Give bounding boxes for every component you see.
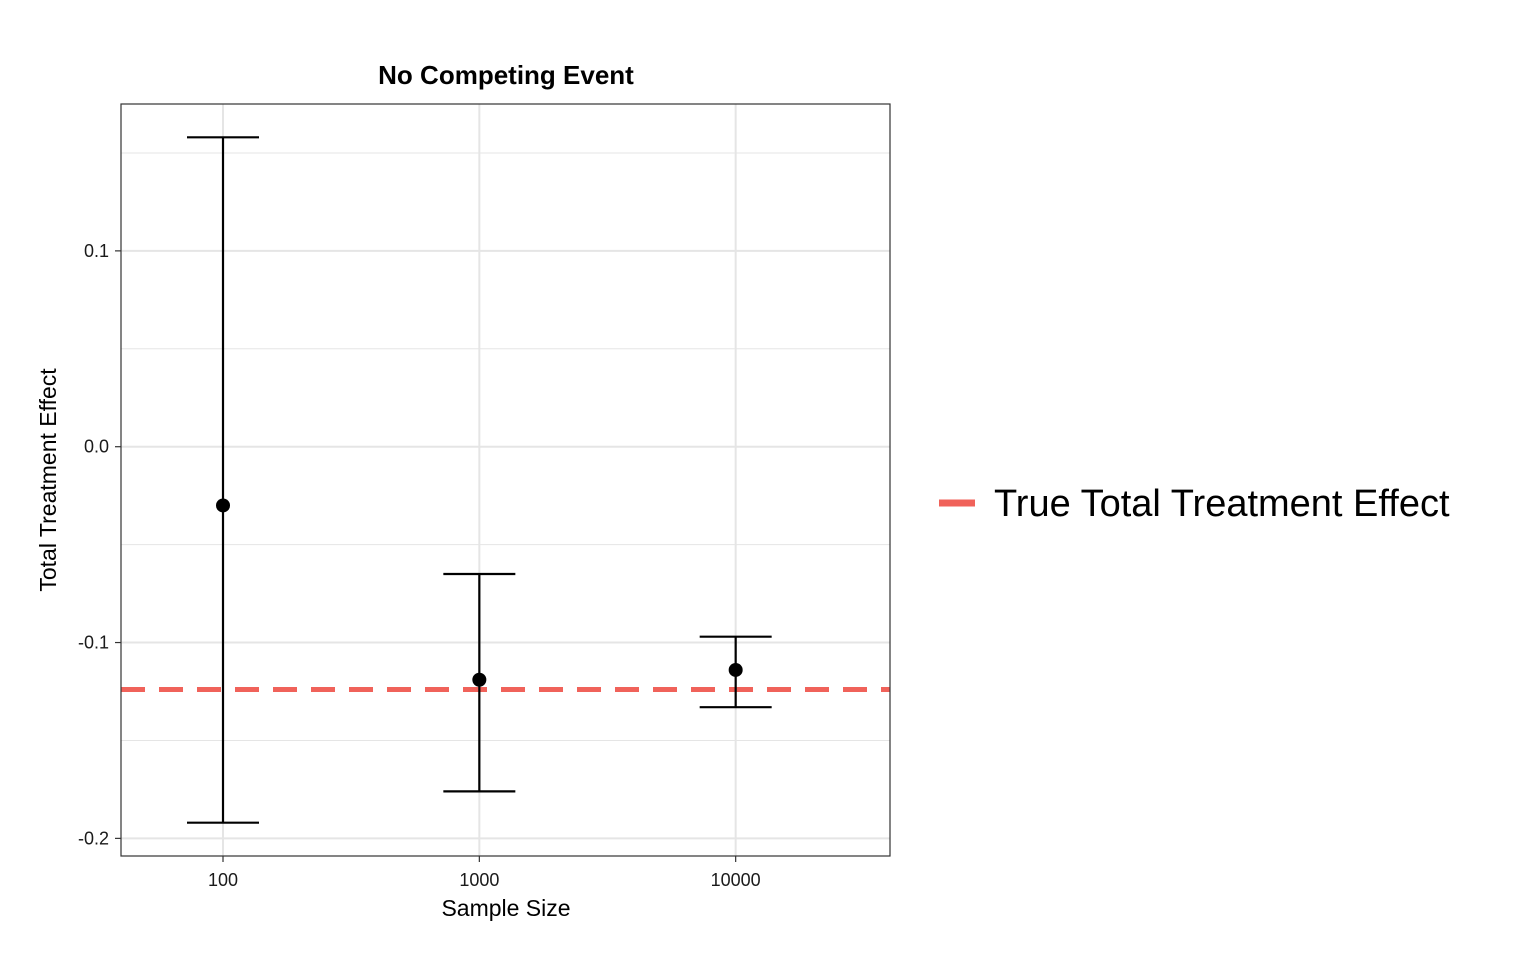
y-axis-title: Total Treatment Effect <box>35 368 61 592</box>
point-estimate <box>472 672 487 687</box>
legend-label-true-effect: True Total Treatment Effect <box>994 483 1450 525</box>
y-tick-label: 0.0 <box>84 437 109 457</box>
x-axis: 100 1000 10000 <box>208 856 761 890</box>
y-axis: 0.1 0.0 -0.1 -0.2 <box>78 241 121 848</box>
y-tick-label: -0.2 <box>78 828 109 848</box>
x-axis-title: Sample Size <box>441 895 570 921</box>
x-tick-label: 10000 <box>711 870 761 890</box>
panel-border <box>120 103 891 857</box>
legend: True Total Treatment Effect <box>939 483 1450 525</box>
point-estimate <box>216 498 231 513</box>
x-tick-label: 100 <box>208 870 238 890</box>
grid <box>121 104 890 856</box>
chart-title: No Competing Event <box>378 60 634 90</box>
x-tick-label: 1000 <box>459 870 499 890</box>
y-tick-label: 0.1 <box>84 241 109 261</box>
point-estimate <box>728 662 743 677</box>
error-bars <box>187 136 772 824</box>
y-tick-label: -0.1 <box>78 633 109 653</box>
